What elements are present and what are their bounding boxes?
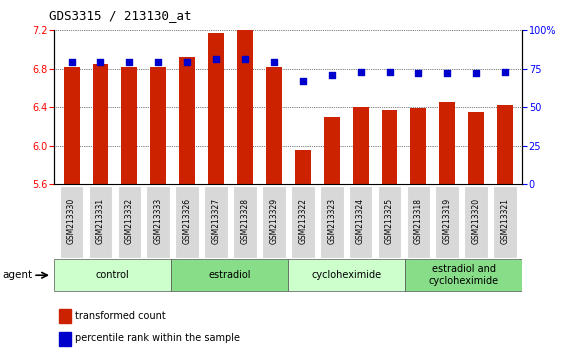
FancyBboxPatch shape bbox=[146, 185, 170, 258]
Bar bbox=[179, 57, 195, 184]
Text: cycloheximide: cycloheximide bbox=[312, 270, 382, 280]
Text: GSM213329: GSM213329 bbox=[270, 198, 279, 244]
FancyBboxPatch shape bbox=[171, 259, 288, 291]
Bar bbox=[93, 64, 108, 184]
FancyBboxPatch shape bbox=[204, 185, 228, 258]
Point bbox=[443, 70, 452, 76]
FancyBboxPatch shape bbox=[89, 185, 112, 258]
Text: GSM213323: GSM213323 bbox=[327, 198, 336, 244]
FancyBboxPatch shape bbox=[377, 185, 401, 258]
Point bbox=[125, 59, 134, 65]
FancyBboxPatch shape bbox=[405, 259, 522, 291]
Bar bbox=[59, 332, 71, 346]
Text: GSM213322: GSM213322 bbox=[298, 198, 307, 244]
FancyBboxPatch shape bbox=[320, 185, 344, 258]
Text: GSM213324: GSM213324 bbox=[356, 198, 365, 244]
Bar bbox=[468, 112, 484, 184]
Point bbox=[154, 59, 163, 65]
Bar bbox=[59, 309, 71, 323]
FancyBboxPatch shape bbox=[262, 185, 286, 258]
Bar bbox=[63, 67, 79, 184]
Bar bbox=[353, 107, 368, 184]
Bar bbox=[122, 67, 138, 184]
Point bbox=[298, 78, 307, 84]
Text: GSM213331: GSM213331 bbox=[96, 198, 105, 244]
Text: GSM213319: GSM213319 bbox=[443, 198, 452, 244]
Text: agent: agent bbox=[3, 270, 33, 280]
Text: control: control bbox=[96, 270, 130, 280]
FancyBboxPatch shape bbox=[54, 259, 171, 291]
Bar bbox=[381, 110, 397, 184]
Text: GSM213325: GSM213325 bbox=[385, 198, 394, 244]
Point bbox=[96, 59, 105, 65]
Text: percentile rank within the sample: percentile rank within the sample bbox=[75, 333, 240, 343]
FancyBboxPatch shape bbox=[233, 185, 257, 258]
Text: GSM213328: GSM213328 bbox=[240, 198, 250, 244]
Bar bbox=[411, 108, 427, 184]
FancyBboxPatch shape bbox=[60, 185, 83, 258]
Text: GSM213318: GSM213318 bbox=[414, 198, 423, 244]
FancyBboxPatch shape bbox=[349, 185, 372, 258]
Point bbox=[501, 69, 510, 74]
Text: GSM213321: GSM213321 bbox=[501, 198, 510, 244]
Text: GSM213327: GSM213327 bbox=[212, 198, 220, 244]
Bar bbox=[497, 105, 513, 184]
Bar bbox=[237, 30, 253, 184]
Point bbox=[183, 59, 192, 65]
Bar bbox=[439, 102, 455, 184]
FancyBboxPatch shape bbox=[464, 185, 488, 258]
Text: GSM213332: GSM213332 bbox=[125, 198, 134, 244]
FancyBboxPatch shape bbox=[493, 185, 517, 258]
Bar bbox=[324, 117, 340, 184]
Text: GDS3315 / 213130_at: GDS3315 / 213130_at bbox=[49, 9, 191, 22]
FancyBboxPatch shape bbox=[288, 259, 405, 291]
Point bbox=[240, 57, 250, 62]
Text: estradiol: estradiol bbox=[208, 270, 251, 280]
FancyBboxPatch shape bbox=[407, 185, 431, 258]
Text: GSM213330: GSM213330 bbox=[67, 198, 76, 244]
FancyBboxPatch shape bbox=[436, 185, 459, 258]
Point bbox=[472, 70, 481, 76]
FancyBboxPatch shape bbox=[291, 185, 315, 258]
Bar bbox=[266, 67, 282, 184]
Point bbox=[385, 69, 394, 74]
Text: estradiol and
cycloheximide: estradiol and cycloheximide bbox=[429, 264, 499, 286]
Text: transformed count: transformed count bbox=[75, 311, 166, 321]
FancyBboxPatch shape bbox=[118, 185, 141, 258]
Bar bbox=[150, 67, 166, 184]
Text: GSM213320: GSM213320 bbox=[472, 198, 481, 244]
FancyBboxPatch shape bbox=[175, 185, 199, 258]
Point bbox=[270, 59, 279, 65]
Bar bbox=[295, 150, 311, 184]
Bar bbox=[208, 33, 224, 184]
Point bbox=[356, 69, 365, 74]
Point bbox=[414, 70, 423, 76]
Point bbox=[327, 72, 336, 78]
Text: GSM213326: GSM213326 bbox=[183, 198, 192, 244]
Text: GSM213333: GSM213333 bbox=[154, 198, 163, 244]
Point bbox=[211, 57, 220, 62]
Point bbox=[67, 59, 76, 65]
